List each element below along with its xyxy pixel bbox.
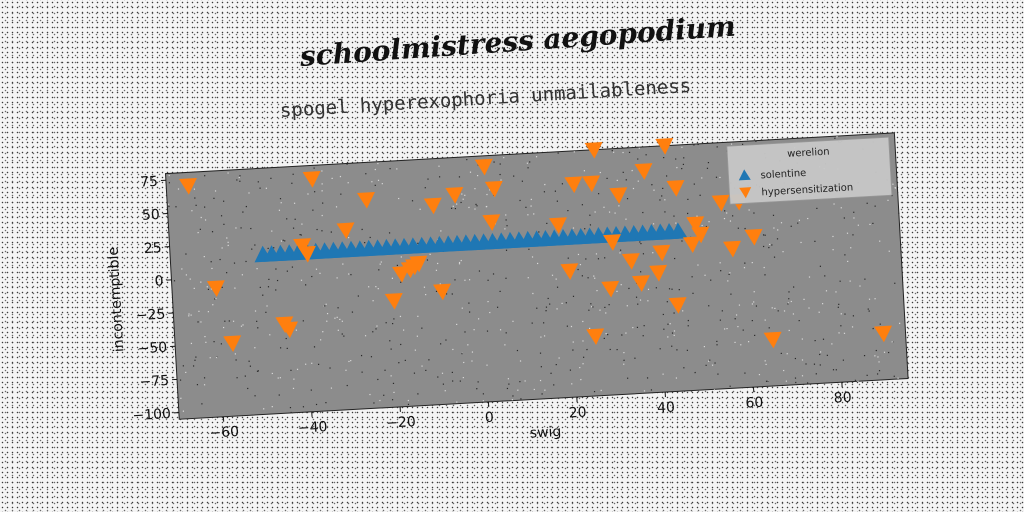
data-point-hypersensitization xyxy=(631,275,650,292)
data-point-hypersensitization xyxy=(423,197,442,215)
y-axis-label: incontemptible xyxy=(106,247,128,353)
data-point-hypersensitization xyxy=(560,263,579,280)
data-point-hypersensitization xyxy=(433,283,451,301)
y-tick-label: 0 xyxy=(154,273,164,289)
data-point-hypersensitization xyxy=(686,216,705,233)
data-point-hypersensitization xyxy=(763,331,782,349)
data-point-hypersensitization xyxy=(280,321,298,339)
legend-marker-solentine xyxy=(738,169,751,181)
data-point-hypersensitization xyxy=(874,325,893,343)
data-point-hypersensitization xyxy=(652,244,671,262)
data-point-hypersensitization xyxy=(206,280,225,297)
x-tick-label: 60 xyxy=(745,395,764,412)
y-tick-label: −25 xyxy=(135,306,165,324)
x-axis-ticks: −60 −40 −20 0 20 40 60 80 xyxy=(209,382,852,442)
data-point-hypersensitization xyxy=(384,292,403,310)
y-tick-label: 75 xyxy=(140,174,159,191)
data-point-hypersensitization xyxy=(302,171,321,188)
data-point-hypersensitization xyxy=(548,217,567,234)
x-tick-label: −40 xyxy=(297,419,327,437)
data-point-hypersensitization xyxy=(634,163,653,180)
data-point-hypersensitization xyxy=(621,253,640,270)
data-point-hypersensitization xyxy=(484,180,503,198)
data-point-hypersensitization xyxy=(445,187,464,204)
legend-box xyxy=(726,136,893,205)
data-point-hypersensitization xyxy=(409,255,428,273)
data-point-hypersensitization xyxy=(474,158,493,176)
data-point-hypersensitization xyxy=(564,176,583,194)
data-point-hypersensitization xyxy=(723,240,742,258)
legend-marker-hypersensitization xyxy=(739,187,752,199)
data-point-hypersensitization xyxy=(649,264,668,282)
x-tick-label: 0 xyxy=(484,410,494,426)
plot-texture xyxy=(167,136,901,414)
x-tick-label: 40 xyxy=(657,400,676,417)
x-tick-label: 80 xyxy=(833,390,852,407)
data-point-hypersensitization xyxy=(711,194,730,212)
y-tick-label: 50 xyxy=(142,207,161,224)
data-point-hypersensitization xyxy=(666,180,685,197)
data-point-hypersensitization xyxy=(609,187,628,204)
data-point-hypersensitization xyxy=(601,280,620,298)
data-point-hypersensitization xyxy=(293,238,312,255)
data-point-hypersensitization xyxy=(223,335,242,352)
data-point-hypersensitization xyxy=(655,138,674,155)
data-point-hypersensitization xyxy=(582,175,601,193)
data-point-hypersensitization xyxy=(691,226,710,244)
x-axis-label: swig xyxy=(529,424,561,442)
x-tick-label: −20 xyxy=(386,414,416,432)
x-tick-label: 20 xyxy=(568,405,587,422)
data-point-hypersensitization xyxy=(603,234,622,251)
data-point-hypersensitization xyxy=(586,328,605,346)
legend-entry-hypersensitization: hypersensitization xyxy=(761,182,853,198)
legend: werelion solentine hypersensitization xyxy=(726,136,893,205)
data-point-hypersensitization xyxy=(178,177,197,195)
y-axis-ticks: 75 50 25 0 −25 −50 −75 −100 xyxy=(132,174,179,424)
data-point-hypersensitization xyxy=(356,191,375,209)
y-tick-label: −100 xyxy=(132,406,171,424)
data-point-hypersensitization xyxy=(682,236,701,254)
y-tick-label: −50 xyxy=(137,340,167,358)
x-tick-label: −60 xyxy=(209,424,239,442)
y-tick-label: −75 xyxy=(139,373,169,391)
data-point-hypersensitization xyxy=(297,245,316,263)
data-point-hypersensitization xyxy=(584,141,603,159)
data-point-hypersensitization xyxy=(482,214,501,231)
data-point-hypersensitization xyxy=(744,228,763,246)
data-point-solentine xyxy=(669,222,688,240)
data-point-hypersensitization xyxy=(336,222,355,240)
legend-entry-solentine: solentine xyxy=(760,168,806,182)
legend-title: werelion xyxy=(787,147,830,160)
y-tick-label: 25 xyxy=(143,240,162,257)
data-marks xyxy=(178,138,893,352)
data-point-hypersensitization xyxy=(668,297,687,314)
